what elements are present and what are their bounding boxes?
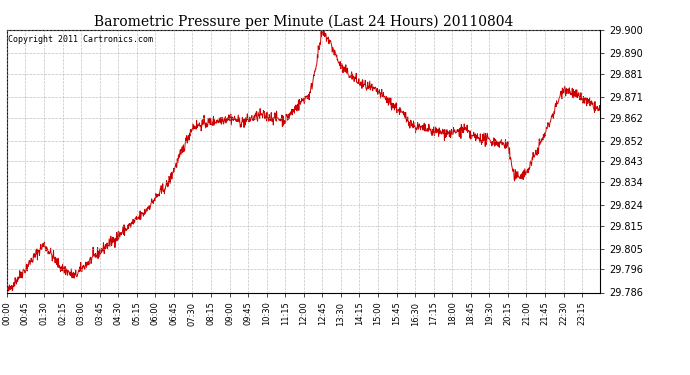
Title: Barometric Pressure per Minute (Last 24 Hours) 20110804: Barometric Pressure per Minute (Last 24 … [94, 15, 513, 29]
Text: Copyright 2011 Cartronics.com: Copyright 2011 Cartronics.com [8, 35, 153, 44]
